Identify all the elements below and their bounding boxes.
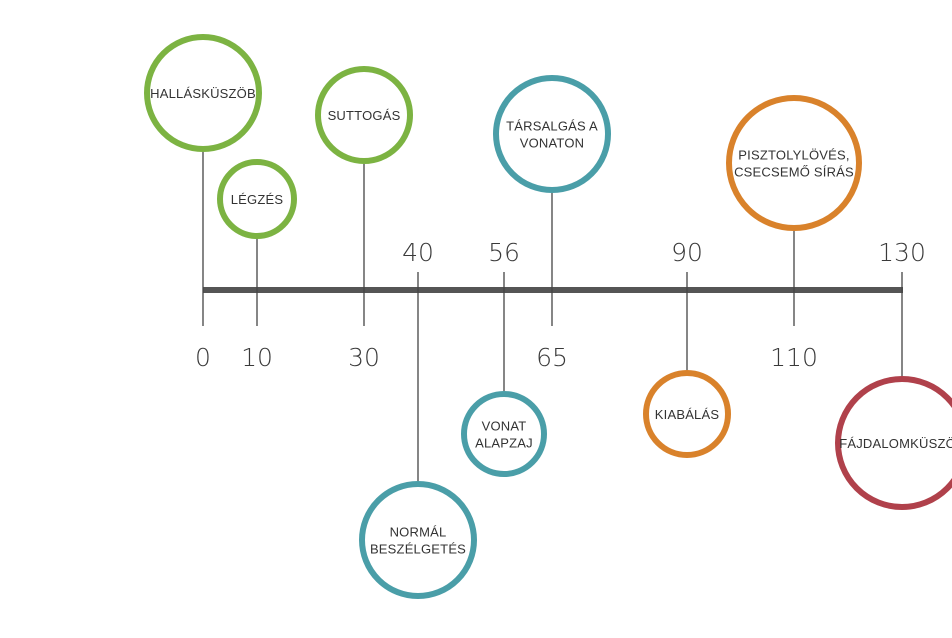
event-label: KIABÁLÁS <box>655 407 720 422</box>
event-label-line: VONATON <box>520 136 584 151</box>
event-30: SUTTOGÁS 30 <box>315 66 413 372</box>
event-65: TÁRSALGÁS A VONATON 65 <box>493 75 611 372</box>
event-label: HALLÁSKÜSZÖB <box>150 86 256 101</box>
event-40: NORMÁL BESZÉLGETÉS 40 <box>359 238 477 599</box>
tick-value-label: 0 <box>195 343 211 372</box>
event-label-line: CSECSEMŐ SÍRÁS <box>734 165 854 180</box>
event-label-line: VONAT <box>482 419 527 434</box>
tick-value-label: 30 <box>348 343 380 372</box>
tick-value-label: 10 <box>241 343 273 372</box>
event-label: VONAT ALAPZAJ <box>475 419 533 451</box>
event-label-line: TÁRSALGÁS A <box>506 119 598 134</box>
event-bubble <box>461 391 547 477</box>
tick-value-label: 65 <box>536 343 568 372</box>
event-label-line: LÉGZÉS <box>231 192 284 207</box>
event-label: LÉGZÉS <box>231 192 284 207</box>
event-label-line: NORMÁL <box>390 525 447 540</box>
event-label-line: BESZÉLGETÉS <box>370 542 466 557</box>
event-label: SUTTOGÁS <box>328 108 401 123</box>
event-label-line: SUTTOGÁS <box>328 108 401 123</box>
event-bubble <box>315 66 413 164</box>
event-10: LÉGZÉS 10 <box>217 159 297 372</box>
event-0: HALLÁSKÜSZÖB 0 <box>144 34 262 372</box>
event-bubble <box>643 370 731 458</box>
event-label: FÁJDALOMKÜSZÖB <box>839 436 952 451</box>
tick-value-label: 40 <box>402 238 434 267</box>
event-90: KIABÁLÁS 90 <box>643 238 731 458</box>
tick-value-label: 56 <box>488 238 520 267</box>
event-label-line: ALAPZAJ <box>475 436 533 451</box>
event-130: FÁJDALOMKÜSZÖB 130 <box>835 238 952 510</box>
event-bubble <box>726 95 862 231</box>
events-layer: HALLÁSKÜSZÖB 0 LÉGZÉS 10 SUTTOGÁS 30 NORMÁL BES… <box>144 34 952 599</box>
event-56: VONAT ALAPZAJ 56 <box>461 238 547 477</box>
tick-value-label: 130 <box>878 238 926 267</box>
event-bubble <box>493 75 611 193</box>
event-label-line: FÁJDALOMKÜSZÖB <box>839 436 952 451</box>
event-110: PISZTOLYLÖVÉS, CSECSEMŐ SÍRÁS 110 <box>726 95 862 372</box>
event-label: NORMÁL BESZÉLGETÉS <box>370 525 466 557</box>
event-label-line: PISZTOLYLÖVÉS, <box>738 148 849 163</box>
event-bubble <box>359 481 477 599</box>
event-label: TÁRSALGÁS A VONATON <box>506 119 598 151</box>
event-bubble <box>217 159 297 239</box>
event-label: PISZTOLYLÖVÉS, CSECSEMŐ SÍRÁS <box>734 148 854 180</box>
event-bubble <box>144 34 262 152</box>
event-label-line: HALLÁSKÜSZÖB <box>150 86 256 101</box>
tick-value-label: 110 <box>770 343 818 372</box>
event-label-line: KIABÁLÁS <box>655 407 720 422</box>
event-bubble <box>835 376 952 510</box>
tick-value-label: 90 <box>671 238 703 267</box>
